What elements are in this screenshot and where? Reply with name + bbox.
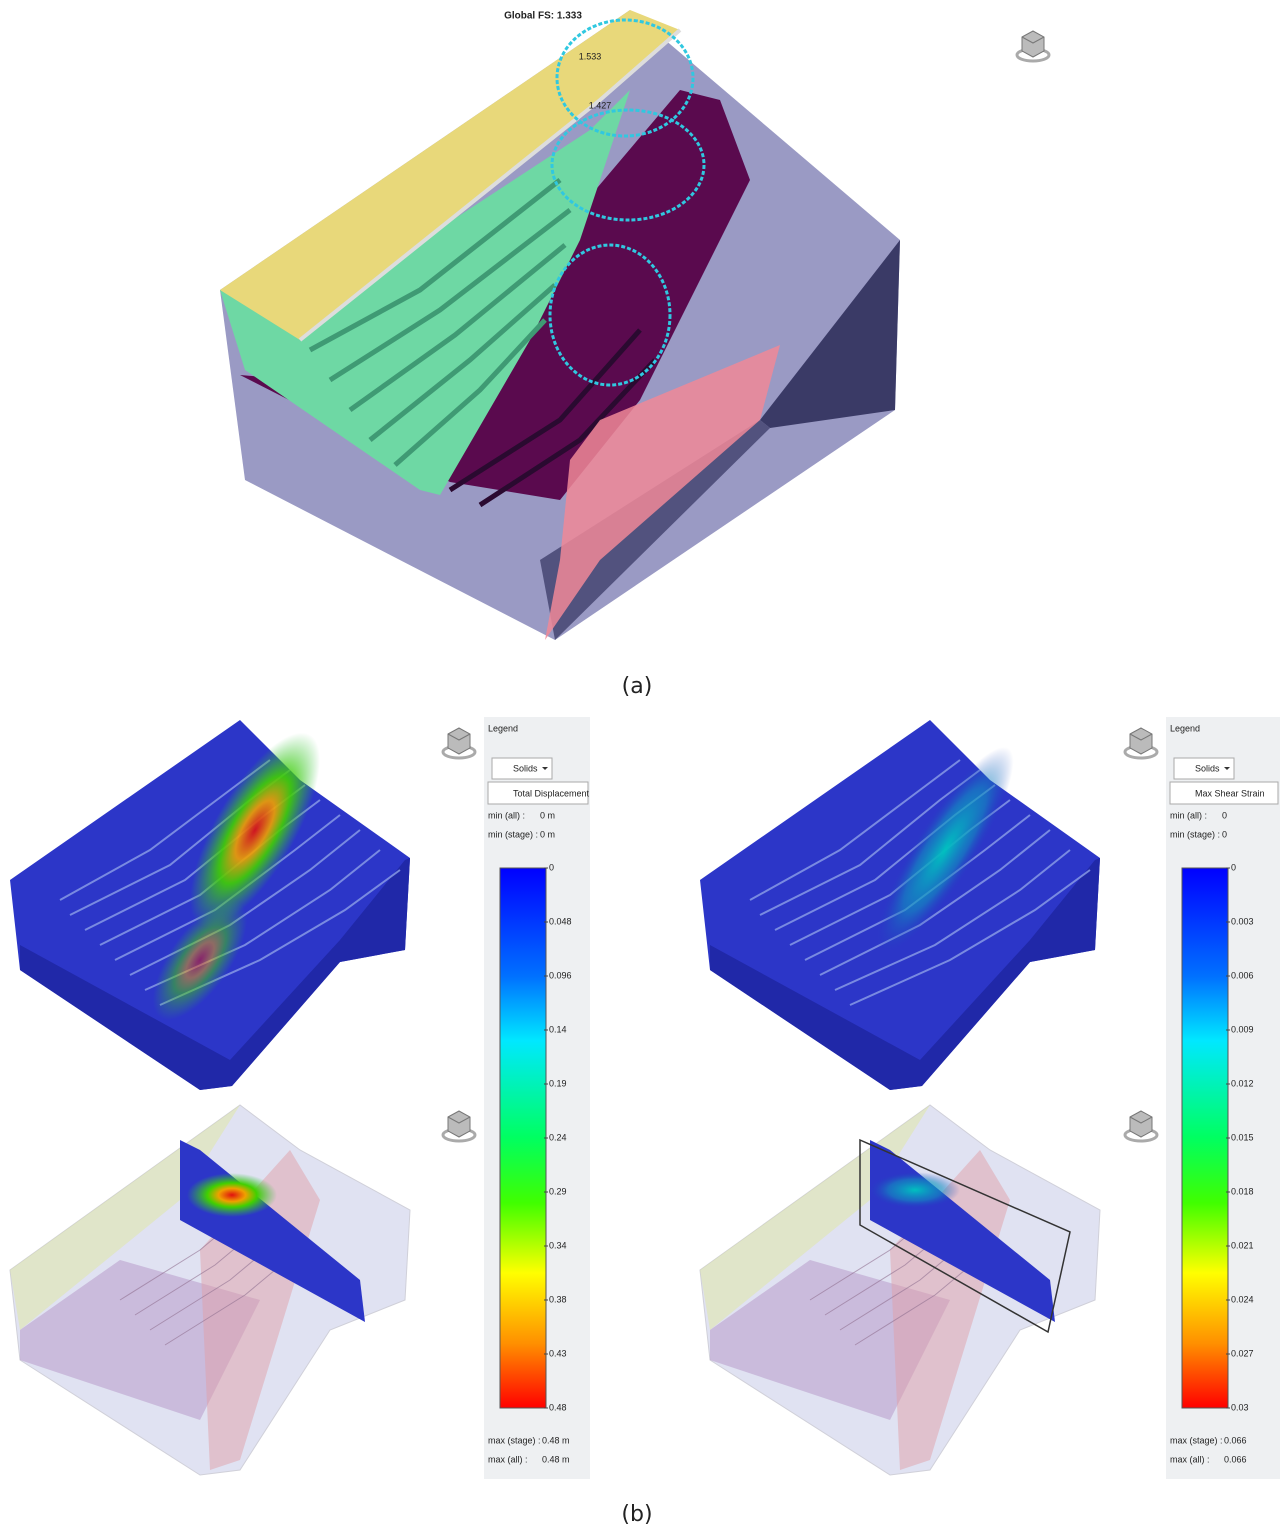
quantity-label: Total Displacement — [513, 788, 590, 798]
colorbar-label: 0.015 — [1231, 1132, 1254, 1142]
colorbar-label: 0 — [549, 862, 554, 872]
displacement-model — [10, 715, 475, 1475]
colorbar-label: 0.14 — [549, 1024, 567, 1034]
min-all-label: min (all) : — [488, 810, 525, 820]
figure: Global FS: 1.333 1.533 1.427 (a) Legend S… — [0, 0, 1281, 1533]
quantity-label: Max Shear Strain — [1195, 788, 1265, 798]
colorbar — [500, 868, 546, 1408]
legend-panel: Legend Solids Max Shear Strain min (all) : 0… — [1166, 717, 1280, 1479]
min-all: 0 — [1222, 810, 1227, 820]
max-stage-label: max (stage) : — [1170, 1435, 1223, 1445]
colorbar-label: 0.096 — [549, 970, 572, 980]
colorbar-label: 0.43 — [549, 1348, 567, 1358]
colorbar-label: 0.024 — [1231, 1294, 1254, 1304]
colorbar-label: 0.29 — [549, 1186, 567, 1196]
colorbar-label: 0.34 — [549, 1240, 567, 1250]
max-stage: 0.48 m — [542, 1435, 570, 1445]
surface-label: 1.427 — [589, 100, 612, 110]
min-all-label: min (all) : — [1170, 810, 1207, 820]
colorbar — [1182, 868, 1228, 1408]
colorbar-label: 0 — [1231, 862, 1236, 872]
max-all-label: max (all) : — [1170, 1454, 1210, 1464]
global-fs: Global FS: 1.333 — [504, 11, 582, 22]
max-stage: 0.066 — [1224, 1435, 1247, 1445]
caption: (a) — [622, 674, 653, 699]
colorbar-label: 0.027 — [1231, 1348, 1254, 1358]
max-stage-label: max (stage) : — [488, 1435, 541, 1445]
max-all: 0.48 m — [542, 1454, 570, 1464]
colorbar-label: 0.03 — [1231, 1402, 1249, 1412]
display-label: Solids — [513, 763, 538, 773]
legend-title: Legend — [1170, 723, 1200, 733]
colorbar-label: 0.021 — [1231, 1240, 1254, 1250]
colorbar-label: 0.38 — [549, 1294, 567, 1304]
max-all: 0.066 — [1224, 1454, 1247, 1464]
min-stage-label: min (stage) : — [1170, 829, 1220, 839]
max-all-label: max (all) : — [488, 1454, 528, 1464]
min-all: 0 m — [540, 810, 555, 820]
legend-title: Legend — [488, 723, 518, 733]
legend-panel: Legend Solids Total Displacement min (all) … — [484, 717, 590, 1479]
colorbar-label: 0.19 — [549, 1078, 567, 1088]
display-label: Solids — [1195, 763, 1220, 773]
min-stage-label: min (stage) : — [488, 829, 538, 839]
surface-label: 1.533 — [579, 51, 602, 61]
colorbar-label: 0.048 — [549, 916, 572, 926]
colorbar-label: 0.48 — [549, 1402, 567, 1412]
colorbar-label: 0.24 — [549, 1132, 567, 1142]
colorbar-label: 0.018 — [1231, 1186, 1254, 1196]
caption: (b) — [621, 1502, 652, 1527]
model-3d — [220, 10, 1049, 640]
colorbar-label: 0.006 — [1231, 970, 1254, 980]
colorbar-label: 0.009 — [1231, 1024, 1254, 1034]
min-stage: 0 — [1222, 829, 1227, 839]
shear-strain-model — [700, 720, 1157, 1475]
colorbar-label: 0.012 — [1231, 1078, 1254, 1088]
min-stage: 0 m — [540, 829, 555, 839]
colorbar-label: 0.003 — [1231, 916, 1254, 926]
